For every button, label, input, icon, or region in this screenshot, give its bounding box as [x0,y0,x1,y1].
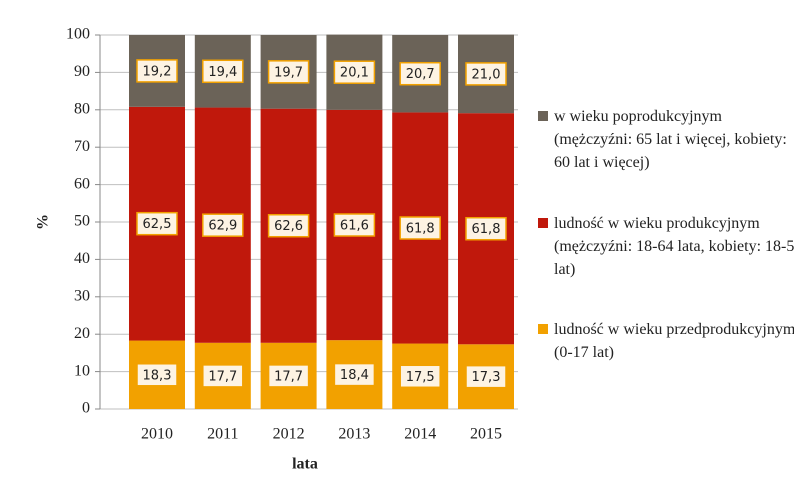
value-label: 61,6 [340,218,369,233]
value-label-box [267,364,310,388]
y-tick-label: 0 [82,400,90,417]
value-label-box [333,213,376,237]
y-tick-label: 40 [74,250,90,267]
y-tick-label: 30 [74,287,90,304]
value-label: 62,6 [274,219,303,234]
value-label: 62,9 [208,219,237,234]
legend-entry: w wieku poprodukcyjnym (mężczyźni: 65 la… [538,105,794,174]
y-tick-label: 90 [74,63,90,80]
y-tick-label: 10 [74,362,90,379]
legend-label: ludność w wieku produkcyjnym (mężczyźni:… [554,215,794,278]
value-label-box [136,363,178,387]
x-axis-label: lata [292,456,318,473]
value-label: 20,7 [406,67,435,82]
value-label: 62,5 [143,217,172,232]
value-label: 17,5 [406,370,435,385]
value-label: 17,3 [472,370,501,385]
value-label: 61,8 [406,221,435,236]
legend-label: w wieku poprodukcyjnym (mężczyźni: 65 la… [554,108,787,171]
value-label-box [465,216,507,241]
value-label: 19,2 [143,64,172,79]
y-tick-label: 80 [74,100,90,117]
y-axis-label: % [35,214,52,230]
value-label-box [333,60,376,84]
value-label: 18,4 [340,368,369,383]
value-label-box [267,213,310,238]
value-label-box [202,364,244,388]
value-label-box [202,213,244,237]
value-label: 19,7 [274,65,303,80]
x-tick-label: 2013 [338,426,370,443]
value-label: 17,7 [274,369,303,384]
legend-entry: ludność w wieku produkcyjnym (mężczyźni:… [538,212,794,281]
legend-label: ludność w wieku przedprodukcyjnym (0-17 … [554,321,794,361]
x-tick-label: 2012 [273,426,305,443]
x-tick-label: 2015 [470,426,502,443]
value-label: 21,0 [472,67,501,82]
y-tick-label: 100 [66,26,90,43]
legend-swatch [538,218,548,228]
value-label: 61,8 [472,222,501,237]
value-label-box [465,62,507,86]
x-tick-label: 2010 [141,426,173,443]
legend-entry: ludność w wieku przedprodukcyjnym (0-17 … [538,318,794,364]
y-tick-label: 60 [74,175,90,192]
value-label-box [399,61,441,86]
value-label: 18,3 [143,368,172,383]
value-label: 17,7 [208,369,237,384]
legend-swatch [538,111,548,121]
value-label-box [136,59,178,83]
value-label-box [399,216,441,240]
value-label-box [399,364,441,389]
x-tick-label: 2014 [404,426,436,443]
x-tick-label: 2011 [207,426,238,443]
value-label-box [465,364,507,389]
value-label: 20,1 [340,66,369,81]
value-label-box [136,211,178,236]
y-tick-label: 70 [74,138,90,155]
y-tick-label: 20 [74,325,90,342]
value-label-box [202,59,244,84]
value-label-box [333,362,376,387]
legend-swatch [538,324,548,334]
value-label-box [267,60,310,84]
value-label: 19,4 [208,65,237,80]
y-tick-label: 50 [74,213,90,230]
